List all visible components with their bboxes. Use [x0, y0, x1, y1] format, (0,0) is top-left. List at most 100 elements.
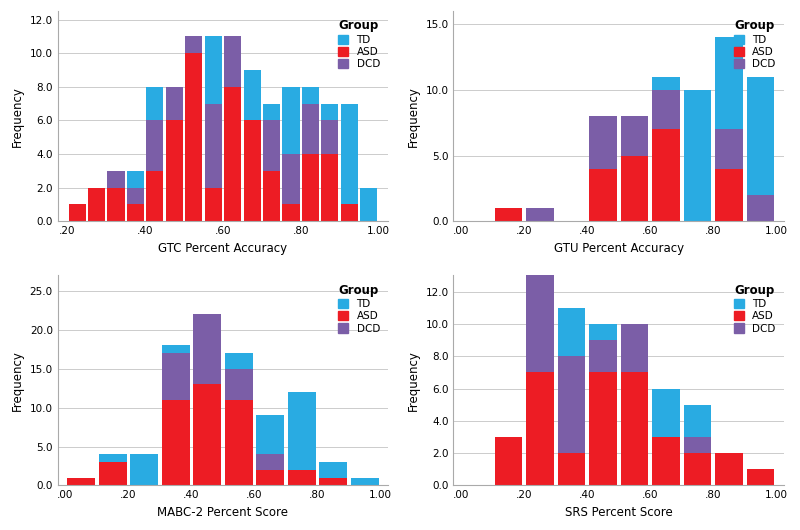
Bar: [360, 188, 378, 221]
Legend: TD, ASD, DCD: TD, ASD, DCD: [334, 16, 383, 73]
Bar: [107, 188, 125, 221]
Bar: [341, 205, 358, 221]
Bar: [621, 373, 648, 485]
Bar: [589, 324, 617, 340]
Bar: [302, 103, 319, 154]
Bar: [746, 195, 774, 221]
Bar: [127, 205, 144, 221]
Bar: [302, 87, 319, 103]
Bar: [684, 437, 711, 453]
Bar: [322, 154, 338, 221]
Bar: [225, 400, 253, 485]
Bar: [341, 103, 358, 205]
Legend: TD, ASD, DCD: TD, ASD, DCD: [334, 280, 383, 337]
Bar: [127, 188, 144, 205]
Bar: [282, 154, 299, 205]
Bar: [322, 120, 338, 154]
Bar: [652, 77, 680, 90]
Bar: [684, 405, 711, 437]
Bar: [621, 116, 648, 155]
Bar: [558, 356, 586, 453]
Bar: [746, 469, 774, 485]
Bar: [88, 188, 105, 221]
Bar: [715, 38, 743, 129]
Bar: [652, 129, 680, 221]
Bar: [225, 353, 253, 369]
Y-axis label: Frequency: Frequency: [407, 350, 420, 411]
Bar: [263, 120, 280, 171]
Bar: [186, 37, 202, 53]
X-axis label: MABC-2 Percent Score: MABC-2 Percent Score: [158, 506, 289, 519]
Bar: [621, 155, 648, 221]
Bar: [715, 129, 743, 169]
Bar: [127, 171, 144, 188]
X-axis label: SRS Percent Score: SRS Percent Score: [565, 506, 673, 519]
Bar: [288, 470, 315, 485]
Bar: [166, 120, 183, 221]
Bar: [319, 462, 347, 478]
X-axis label: GTC Percent Accuracy: GTC Percent Accuracy: [158, 242, 287, 254]
Bar: [715, 453, 743, 485]
Legend: TD, ASD, DCD: TD, ASD, DCD: [730, 280, 779, 337]
Bar: [146, 120, 163, 171]
Bar: [243, 70, 261, 120]
Bar: [558, 308, 586, 356]
Bar: [652, 90, 680, 129]
Bar: [263, 171, 280, 221]
Y-axis label: Frequency: Frequency: [407, 86, 420, 147]
Bar: [146, 87, 163, 120]
Bar: [243, 120, 261, 221]
Bar: [302, 154, 319, 221]
Bar: [684, 453, 711, 485]
Bar: [494, 437, 522, 485]
Bar: [256, 470, 284, 485]
Bar: [256, 416, 284, 454]
Bar: [350, 478, 378, 485]
Bar: [526, 373, 554, 485]
Bar: [99, 462, 126, 485]
Bar: [589, 373, 617, 485]
Bar: [322, 103, 338, 120]
Bar: [558, 453, 586, 485]
Bar: [746, 77, 774, 195]
Bar: [319, 478, 347, 485]
Bar: [205, 37, 222, 103]
Y-axis label: Frequency: Frequency: [11, 86, 24, 147]
Bar: [282, 205, 299, 221]
Bar: [205, 188, 222, 221]
Bar: [224, 87, 242, 221]
Bar: [288, 392, 315, 470]
Bar: [684, 90, 711, 221]
Bar: [589, 169, 617, 221]
Bar: [186, 53, 202, 221]
Bar: [589, 340, 617, 373]
Bar: [589, 116, 617, 169]
Bar: [494, 208, 522, 221]
Bar: [130, 454, 158, 485]
X-axis label: GTU Percent Accuracy: GTU Percent Accuracy: [554, 242, 684, 254]
Bar: [224, 37, 242, 87]
Bar: [621, 324, 648, 373]
Bar: [652, 388, 680, 437]
Bar: [67, 478, 95, 485]
Bar: [225, 369, 253, 400]
Bar: [69, 205, 86, 221]
Bar: [205, 103, 222, 188]
Bar: [162, 400, 190, 485]
Bar: [107, 171, 125, 188]
Bar: [162, 346, 190, 353]
Bar: [526, 208, 554, 221]
Y-axis label: Frequency: Frequency: [11, 350, 24, 411]
Bar: [652, 437, 680, 485]
Bar: [146, 171, 163, 221]
Bar: [194, 314, 221, 384]
Bar: [256, 454, 284, 470]
Bar: [99, 454, 126, 462]
Bar: [263, 103, 280, 120]
Bar: [166, 87, 183, 120]
Bar: [526, 227, 554, 373]
Bar: [282, 87, 299, 154]
Bar: [194, 384, 221, 485]
Bar: [715, 169, 743, 221]
Legend: TD, ASD, DCD: TD, ASD, DCD: [730, 16, 779, 73]
